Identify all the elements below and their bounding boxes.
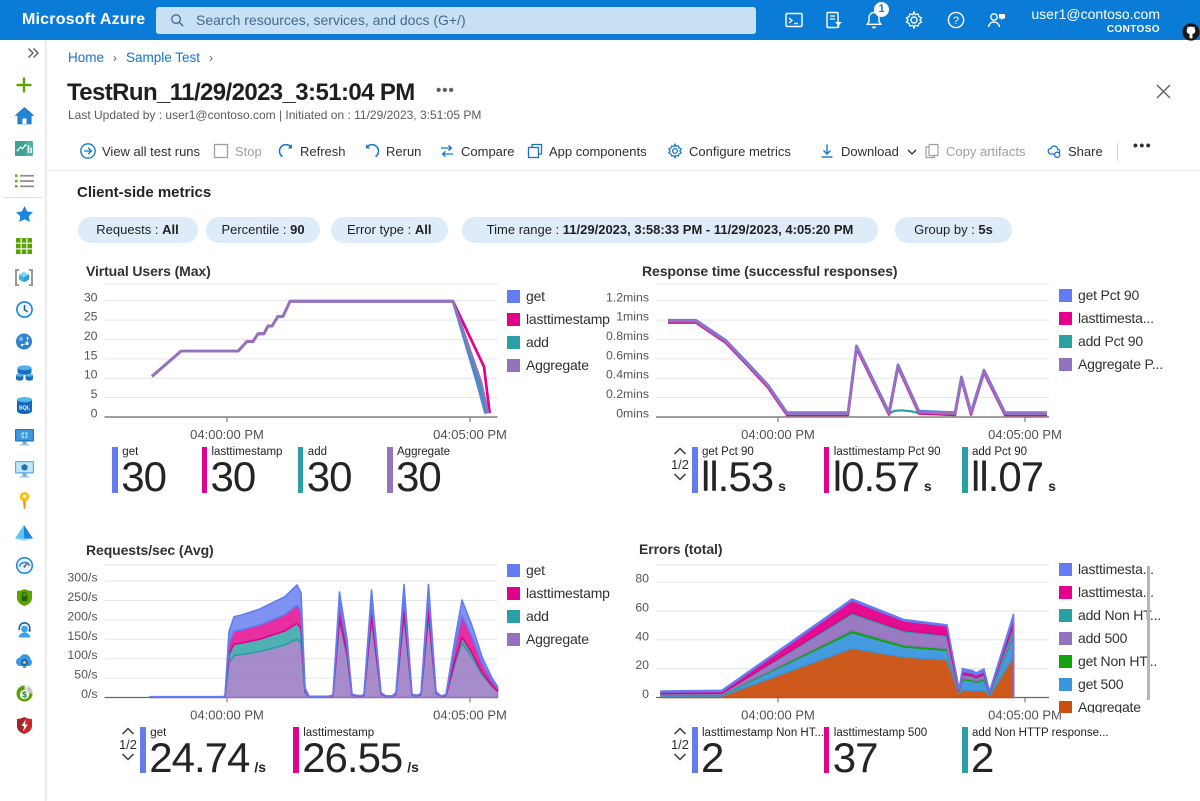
- svg-text:60: 60: [635, 600, 649, 614]
- svg-text:04:00:00 PM: 04:00:00 PM: [741, 427, 815, 442]
- svg-text:300/s: 300/s: [67, 571, 97, 585]
- svg-text:50/s: 50/s: [74, 668, 97, 682]
- svg-text:5: 5: [91, 387, 98, 401]
- svg-text:04:00:00 PM: 04:00:00 PM: [190, 708, 264, 723]
- svg-text:30: 30: [84, 290, 98, 304]
- svg-text:$: $: [22, 690, 27, 700]
- svg-text:0mins: 0mins: [616, 407, 649, 421]
- svg-text:200/s: 200/s: [67, 609, 97, 623]
- svg-text:04:05:00 PM: 04:05:00 PM: [988, 708, 1062, 723]
- svg-text:04:05:00 PM: 04:05:00 PM: [433, 708, 507, 723]
- svg-text:10: 10: [84, 368, 98, 382]
- svg-text:SQL: SQL: [19, 406, 31, 412]
- svg-text:25: 25: [84, 310, 98, 324]
- svg-text:1.2mins: 1.2mins: [606, 290, 649, 304]
- svg-text:0.4mins: 0.4mins: [606, 368, 649, 382]
- svg-text:150/s: 150/s: [67, 629, 97, 643]
- svg-text:?: ?: [953, 15, 959, 27]
- svg-text:250/s: 250/s: [67, 590, 97, 604]
- svg-text:0.8mins: 0.8mins: [606, 329, 649, 343]
- svg-text:0/s: 0/s: [81, 687, 97, 701]
- svg-text:20: 20: [635, 658, 649, 672]
- svg-text:04:05:00 PM: 04:05:00 PM: [433, 427, 507, 442]
- svg-text:0: 0: [642, 687, 649, 701]
- svg-text:0.2mins: 0.2mins: [606, 387, 649, 401]
- svg-text:0.6mins: 0.6mins: [606, 348, 649, 362]
- svg-text:15: 15: [84, 348, 98, 362]
- svg-text:80: 80: [635, 572, 649, 586]
- svg-text:04:00:00 PM: 04:00:00 PM: [741, 708, 815, 723]
- svg-text:40: 40: [635, 629, 649, 643]
- svg-text:04:00:00 PM: 04:00:00 PM: [190, 427, 264, 442]
- svg-text:100/s: 100/s: [67, 648, 97, 662]
- svg-text:1mins: 1mins: [616, 310, 649, 324]
- svg-text:04:05:00 PM: 04:05:00 PM: [988, 427, 1062, 442]
- svg-text:20: 20: [84, 329, 98, 343]
- svg-text:0: 0: [91, 407, 98, 421]
